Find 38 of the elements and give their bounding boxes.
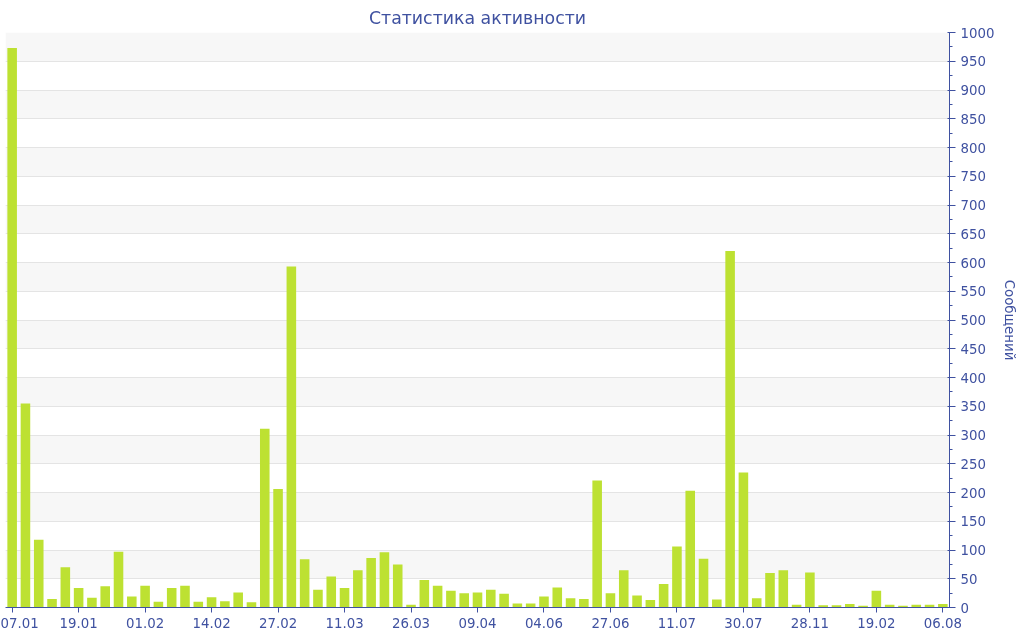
x-tick-label: 09.04 (458, 615, 497, 631)
x-tick-label: 30.07 (724, 615, 763, 631)
y-tick-label: 300 (960, 428, 986, 443)
y-tick-label: 950 (960, 54, 986, 70)
y-axis-title: Сообщений (1002, 279, 1018, 361)
y-tick-label: 200 (960, 485, 986, 501)
y-tick-label: 650 (960, 226, 986, 242)
y-tick-label: 100 (960, 543, 986, 558)
y-tick-label: 850 (960, 111, 986, 127)
y-tick-label: 1000 (960, 25, 995, 41)
x-tick-label: 19.02 (857, 615, 896, 631)
x-tick-label: 27.06 (591, 615, 630, 631)
x-tick-label: 14.02 (192, 615, 231, 631)
y-tick-label: 600 (960, 255, 986, 271)
x-tick-label: 11.07 (657, 615, 697, 631)
y-tick-label: 500 (960, 313, 986, 328)
y-tick-label: 750 (960, 169, 986, 185)
y-tick-label: 50 (960, 571, 978, 587)
x-tick-label: 04.06 (524, 615, 564, 631)
y-tick-label: 450 (960, 341, 986, 357)
x-tick-label: 01.02 (126, 615, 165, 631)
x-tick-label: 27.02 (258, 615, 298, 631)
y-tick-label: 0 (960, 600, 969, 616)
y-tick-label: 350 (960, 399, 986, 415)
x-tick-label: 28.11 (790, 615, 829, 631)
x-tick-label: 19.01 (59, 615, 98, 631)
y-tick-label: 550 (960, 284, 986, 300)
y-tick-label: 700 (960, 198, 986, 213)
y-tick-label: 250 (960, 456, 986, 472)
x-tick-label: 06.08 (923, 615, 962, 631)
chart-title: Статистика активности (368, 7, 587, 28)
y-tick-label: 150 (960, 514, 986, 530)
x-tick-label: 11.03 (325, 615, 364, 631)
y-tick-label: 800 (960, 140, 986, 156)
x-tick-label: 07.01 (0, 615, 39, 631)
y-tick-label: 400 (960, 370, 986, 386)
x-tick-label: 26.03 (391, 615, 431, 631)
y-tick-label: 900 (960, 83, 986, 98)
